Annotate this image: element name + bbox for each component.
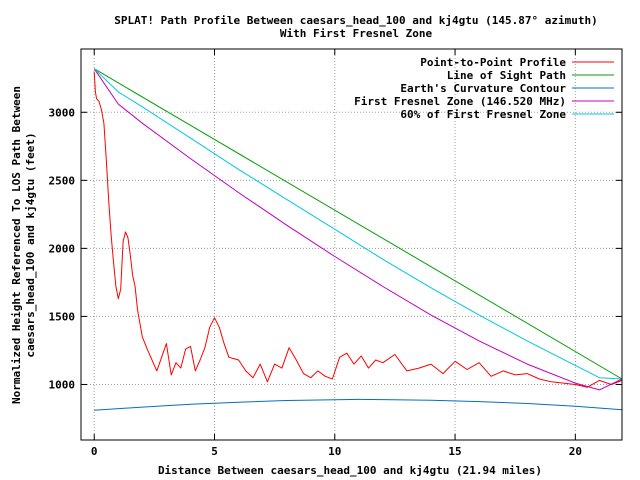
y-tick-label: 3000 <box>49 106 76 119</box>
y-tick-label: 1000 <box>49 378 76 391</box>
plot-frame <box>80 48 623 441</box>
x-tick-label: 5 <box>211 445 218 458</box>
axis-ticks: 0 5 10 15 20 1000 1500 2000 2500 3000 <box>49 49 622 458</box>
legend-label-4: 60% of First Fresnel Zone <box>400 108 566 121</box>
y-tick-label: 2000 <box>49 242 76 255</box>
legend-label-1: Line of Sight Path <box>447 69 566 82</box>
series-lines <box>93 68 623 411</box>
y-axis-label-line2: caesars_head_100 and kj4gtu (feet) <box>24 132 37 357</box>
series-line-3 <box>93 68 623 391</box>
x-tick-label: 0 <box>91 445 98 458</box>
chart-title-line1: SPLAT! Path Profile Between caesars_head… <box>114 14 597 27</box>
legend-label-2: Earth's Curvature Contour <box>400 82 566 95</box>
x-tick-label: 20 <box>569 445 582 458</box>
chart-title-line2: With First Fresnel Zone <box>280 27 433 40</box>
series-line-0 <box>93 71 623 388</box>
series-line-4 <box>93 68 623 380</box>
x-tick-label: 10 <box>328 445 341 458</box>
series-line-2 <box>94 398 623 411</box>
legend-label-0: Point-to-Point Profile <box>420 56 566 69</box>
x-tick-label: 15 <box>448 445 461 458</box>
grid-lines <box>81 49 622 440</box>
y-tick-label: 2500 <box>49 174 76 187</box>
series-line-1 <box>93 68 623 380</box>
y-axis-label-line1: Normalized Height Referenced To LOS Path… <box>10 86 23 404</box>
legend-label-3: First Fresnel Zone (146.520 MHz) <box>354 95 566 108</box>
y-tick-label: 1500 <box>49 310 76 323</box>
x-axis-label: Distance Between caesars_head_100 and kj… <box>158 464 542 477</box>
